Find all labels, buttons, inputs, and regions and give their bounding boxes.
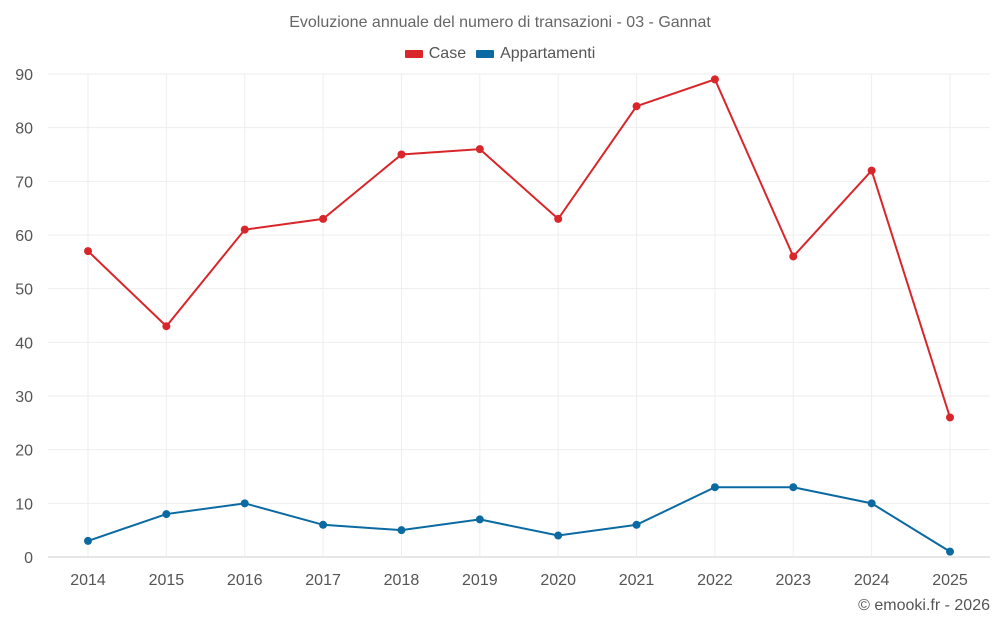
x-tick-label: 2025 (932, 572, 968, 589)
y-tick-label: 80 (15, 121, 33, 138)
y-tick-label: 40 (15, 335, 33, 352)
y-tick-label: 50 (15, 282, 33, 299)
y-tick-label: 10 (15, 496, 33, 513)
data-point-case (946, 413, 954, 422)
data-point-case (554, 214, 563, 223)
x-tick-label: 2014 (70, 572, 106, 589)
y-tick-label: 30 (15, 389, 33, 406)
data-point-case (789, 252, 798, 261)
x-tick-label: 2022 (697, 572, 733, 589)
legend-item-case[interactable]: Case (404, 45, 467, 63)
x-tick-label: 2020 (540, 572, 576, 589)
x-tick-label: 2019 (462, 572, 498, 589)
y-tick-label: 20 (15, 443, 33, 460)
legend: Case Appartamenti (0, 45, 1000, 63)
data-point-appartamenti (867, 499, 876, 508)
data-point-case (162, 322, 171, 331)
data-point-appartamenti (710, 483, 719, 492)
x-tick-label: 2023 (775, 572, 811, 589)
series-line-case (87, 78, 951, 418)
data-point-appartamenti (946, 547, 954, 556)
data-point-appartamenti (475, 515, 484, 524)
data-point-case (240, 225, 249, 234)
data-point-case (319, 214, 328, 223)
data-point-appartamenti (162, 510, 171, 519)
data-point-case (84, 247, 92, 256)
x-tick-label: 2024 (854, 572, 890, 589)
x-tick-label: 2017 (305, 572, 341, 589)
data-point-case (710, 75, 719, 84)
y-tick-label: 0 (24, 550, 33, 567)
x-tick-label: 2021 (619, 572, 655, 589)
chart-title: Evoluzione annuale del numero di transaz… (289, 14, 711, 31)
data-point-appartamenti (397, 526, 406, 535)
x-tick-label: 2015 (149, 572, 185, 589)
legend-label-case: Case (428, 45, 467, 62)
legend-swatch-appartamenti (476, 50, 495, 58)
data-point-appartamenti (84, 536, 92, 545)
data-point-appartamenti (240, 499, 249, 508)
x-tick-label: 2016 (227, 572, 263, 589)
data-point-appartamenti (554, 531, 563, 540)
legend-swatch-case (404, 50, 423, 58)
credit-text: © emooki.fr - 2026 (858, 597, 990, 614)
legend-label-appartamenti: Appartamenti (500, 45, 596, 62)
series-line-appartamenti (87, 486, 951, 553)
data-point-appartamenti (789, 483, 798, 492)
y-tick-label: 90 (15, 67, 33, 84)
data-point-appartamenti (632, 520, 641, 529)
data-point-case (632, 102, 641, 111)
data-point-appartamenti (319, 520, 328, 529)
y-tick-label: 60 (15, 228, 33, 245)
x-tick-label: 2018 (384, 572, 420, 589)
data-point-case (867, 166, 876, 175)
data-point-case (397, 150, 406, 159)
y-tick-label: 70 (15, 174, 33, 191)
data-point-case (475, 145, 484, 154)
legend-item-appartamenti[interactable]: Appartamenti (476, 45, 595, 63)
